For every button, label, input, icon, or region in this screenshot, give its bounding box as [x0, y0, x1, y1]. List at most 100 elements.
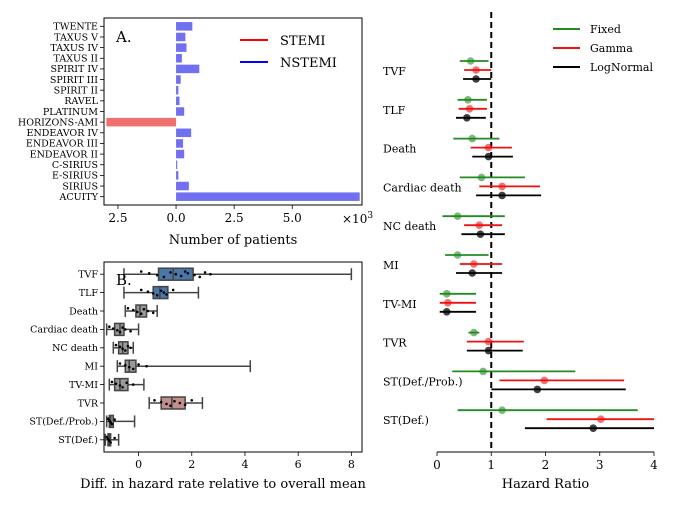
x-tick-label: 0 — [135, 458, 142, 471]
bar-nstemi-c-sirius — [176, 160, 178, 169]
point-cardiac-death — [118, 330, 122, 334]
legend-label-gamma: Gamma — [590, 42, 633, 55]
box-mi — [124, 359, 137, 373]
bar-nstemi-spirit-iii — [176, 75, 181, 84]
estimate-fixed-mi — [453, 251, 462, 259]
point-mi — [145, 364, 148, 368]
estimate-fixed-st-def-prob — [479, 367, 487, 376]
category-label: ST(Def./Prob.) — [383, 375, 463, 388]
category-label: Cardiac death — [383, 181, 462, 194]
estimate-fixed-tv-mi — [442, 290, 451, 298]
box-death — [135, 304, 148, 318]
category-label: Death — [383, 143, 416, 156]
estimate-lognormal-tv-mi — [442, 308, 451, 316]
estimate-gamma-mi — [470, 260, 478, 268]
estimate-lognormal-st-def — [589, 424, 598, 433]
point-tvr — [153, 399, 156, 402]
point-st-def — [113, 436, 116, 440]
point-tvf — [186, 272, 190, 275]
bar-nstemi-twente — [176, 22, 193, 31]
y-tick-label: TVR — [78, 398, 99, 409]
point-tv-mi — [131, 383, 135, 386]
y-tick-label: ST(Def./Prob.) — [29, 417, 98, 428]
panel-label: B. — [116, 271, 132, 289]
point-cardiac-death — [115, 329, 119, 332]
point-death — [135, 310, 139, 314]
bar-nstemi-taxus-iv — [176, 43, 187, 52]
estimate-gamma-tv-mi — [444, 299, 452, 307]
estimate-fixed-cardiac-death — [477, 173, 486, 182]
point-tvf — [203, 271, 207, 274]
estimate-lognormal-tlf — [463, 114, 471, 122]
point-tvr — [178, 401, 182, 405]
point-st-def — [106, 437, 110, 441]
box-tvr — [160, 396, 186, 410]
point-nc-death — [114, 343, 118, 347]
category-label: NC death — [383, 220, 436, 233]
point-tvf — [162, 275, 166, 279]
point-st-def-prob — [108, 419, 111, 422]
point-tlf — [171, 288, 175, 292]
category-label: TVR — [383, 337, 407, 350]
point-tvr — [183, 403, 187, 407]
point-tv-mi — [121, 386, 124, 389]
x-axis-label: Hazard Ratio — [502, 477, 590, 492]
bar-nstemi-taxus-ii — [176, 54, 182, 63]
y-tick-label: ENDEAVOR III — [26, 139, 98, 150]
legend-label-nstemi: NSTEMI — [280, 56, 337, 71]
point-tv-mi — [110, 380, 114, 384]
point-tvr — [173, 399, 176, 403]
point-tlf — [159, 289, 163, 293]
estimate-gamma-death — [484, 143, 493, 152]
bar-nstemi-platinum — [176, 107, 185, 116]
x-tick-label: 2 — [542, 458, 550, 472]
x-tick-label: 5.0 — [283, 211, 302, 225]
estimate-gamma-st-def — [597, 415, 605, 424]
box-tv-mi — [113, 377, 129, 392]
bar-nstemi-endeavor-iii — [176, 139, 184, 148]
category-label: TV-MI — [383, 298, 417, 311]
point-tlf — [151, 292, 155, 295]
estimate-gamma-tvf — [472, 66, 480, 74]
estimate-lognormal-tvf — [472, 75, 480, 83]
point-tvf — [198, 275, 202, 279]
x-tick-label: 0 — [433, 458, 441, 472]
y-tick-label: ENDEAVOR II — [30, 149, 99, 160]
y-tick-label: Death — [69, 306, 98, 317]
y-tick-label: RAVEL — [64, 96, 98, 107]
x-tick-label: 1 — [487, 458, 495, 472]
x-tick-label: 4 — [241, 458, 248, 471]
x-tick-label: 3 — [596, 458, 604, 472]
point-nc-death — [123, 349, 127, 352]
y-tick-label: ST(Def.) — [58, 435, 98, 446]
point-cardiac-death — [129, 329, 132, 333]
x-axis-multiplier: ×103 — [342, 211, 373, 226]
point-tv-mi — [118, 384, 122, 387]
estimate-fixed-tvf — [466, 57, 475, 65]
y-tick-label: SPIRIT III — [50, 75, 98, 86]
point-tvf — [155, 273, 159, 277]
y-tick-label: TAXUS II — [54, 54, 99, 65]
y-tick-label: SPIRIT II — [54, 86, 99, 97]
point-nc-death — [121, 347, 124, 351]
point-tvf — [183, 270, 187, 273]
y-tick-label: ACUITY — [59, 192, 99, 203]
y-tick-label: TVF — [78, 270, 98, 281]
point-tvf — [169, 271, 172, 274]
x-axis-label: Number of patients — [169, 233, 298, 248]
legend-label-lognormal: LogNormal — [590, 61, 653, 74]
point-nc-death — [118, 345, 122, 349]
point-st-def-prob — [109, 421, 112, 424]
estimate-gamma-tlf — [465, 105, 474, 113]
point-tvf — [147, 272, 151, 275]
estimate-fixed-tlf — [464, 96, 472, 104]
estimate-lognormal-tvr — [484, 346, 493, 355]
point-death — [126, 307, 130, 310]
point-st-def-prob — [106, 417, 110, 421]
point-tvr — [169, 404, 172, 408]
category-label: TVF — [383, 65, 406, 78]
x-tick-label: 2 — [188, 458, 195, 471]
point-tvf — [179, 274, 183, 278]
